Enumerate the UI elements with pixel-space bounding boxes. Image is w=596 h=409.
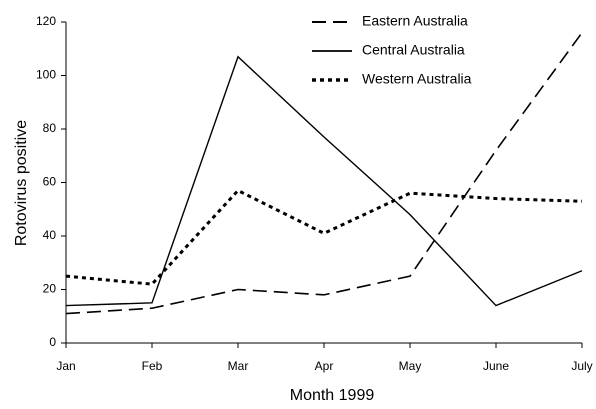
- x-tick-label: May: [399, 359, 422, 373]
- y-tick-label: 100: [36, 68, 56, 82]
- legend-label: Eastern Australia: [362, 13, 468, 29]
- y-tick-label: 60: [43, 175, 57, 189]
- x-tick-label: Apr: [315, 359, 334, 373]
- x-tick-label: Feb: [142, 359, 163, 373]
- x-axis-title: Month 1999: [290, 387, 375, 404]
- legend-label: Central Australia: [362, 42, 465, 58]
- y-tick-label: 0: [49, 335, 56, 349]
- y-tick-label: 120: [36, 14, 56, 28]
- x-tick-label: Jan: [56, 359, 75, 373]
- series-line: [65, 55, 583, 307]
- y-tick-label: 80: [43, 121, 57, 135]
- x-tick-label: July: [571, 359, 592, 373]
- x-tick-label: June: [483, 359, 509, 373]
- legend-label: Western Australia: [362, 71, 472, 87]
- y-tick-label: 20: [43, 282, 57, 296]
- y-axis-title: Rotovirus positive: [13, 120, 30, 246]
- series-line: [65, 188, 583, 286]
- y-tick-label: 40: [43, 228, 57, 242]
- x-tick-label: Mar: [228, 359, 249, 373]
- series-line: [65, 32, 583, 315]
